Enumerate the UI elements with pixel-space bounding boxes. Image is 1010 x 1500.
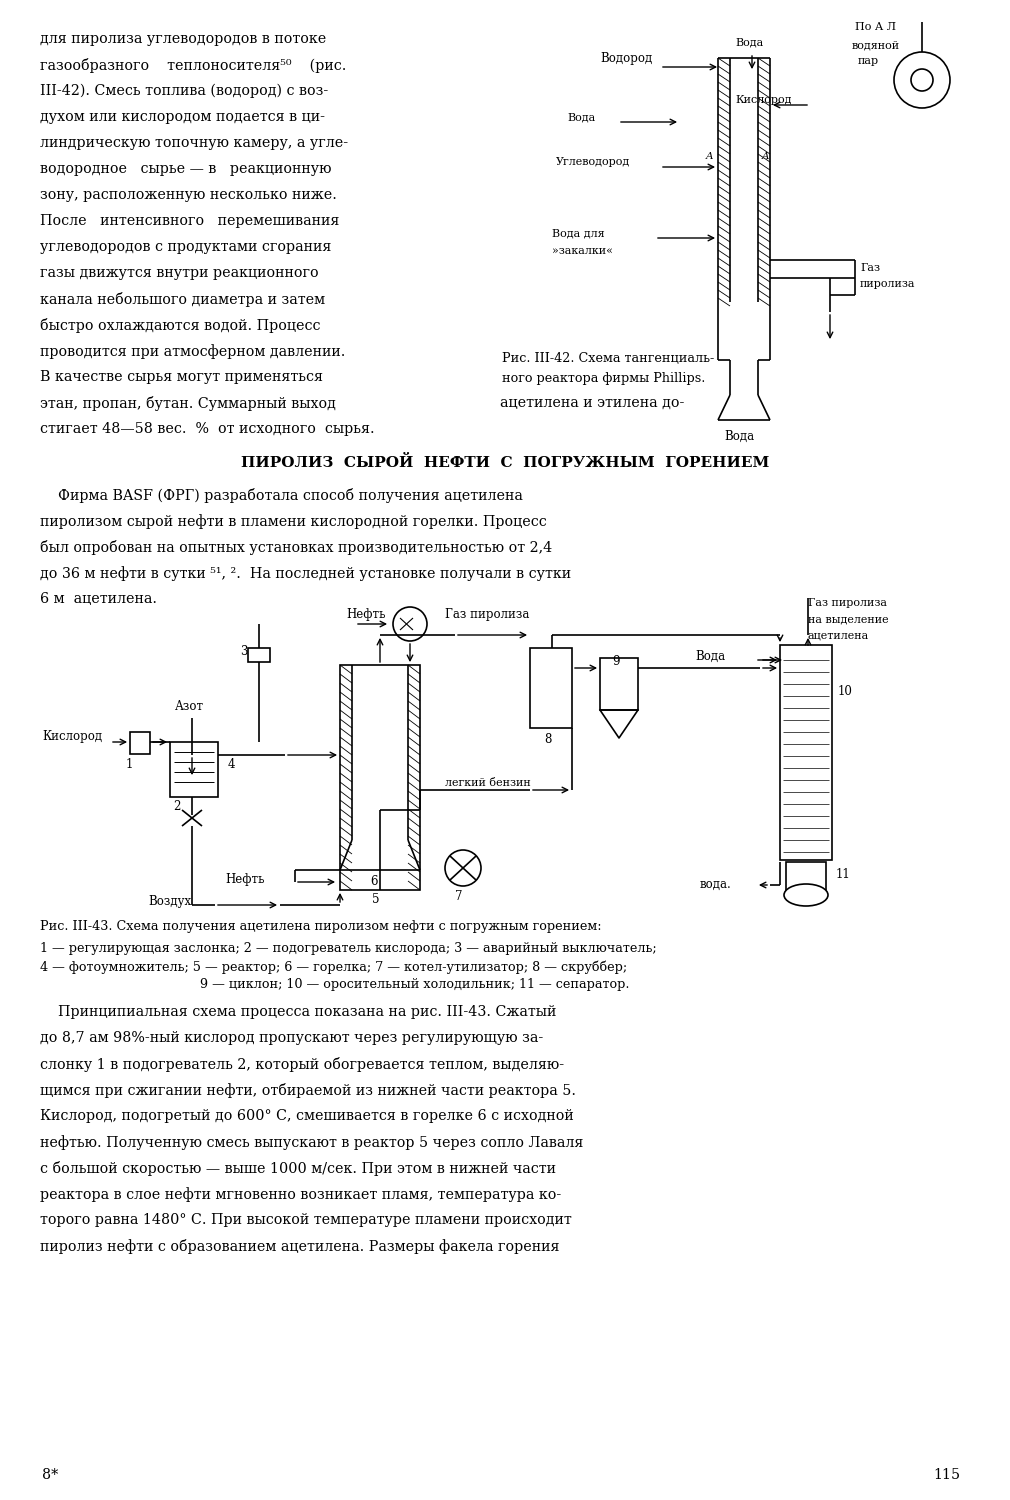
- Bar: [248, 648, 270, 662]
- Text: с большой скоростью — выше 1000 м/сек. При этом в нижней части: с большой скоростью — выше 1000 м/сек. П…: [40, 1161, 556, 1176]
- Text: пар: пар: [858, 56, 879, 66]
- Text: 6: 6: [370, 874, 378, 888]
- Text: Фирма BASF (ФРГ) разработала способ получения ацетилена: Фирма BASF (ФРГ) разработала способ полу…: [40, 488, 523, 502]
- Text: 4 — фотоумножитель; 5 — реактор; 6 — горелка; 7 — котел-утилизатор; 8 — скруббер: 4 — фотоумножитель; 5 — реактор; 6 — гор…: [40, 960, 627, 974]
- Text: этан, пропан, бутан. Суммарный выход: этан, пропан, бутан. Суммарный выход: [40, 396, 336, 411]
- Text: 115: 115: [933, 1468, 959, 1482]
- Text: A: A: [762, 152, 770, 160]
- Text: для пиролиза углеводородов в потоке: для пиролиза углеводородов в потоке: [40, 32, 326, 46]
- Bar: [600, 658, 638, 710]
- Text: 5: 5: [372, 892, 380, 906]
- Text: В качестве сырья могут применяться: В качестве сырья могут применяться: [40, 370, 323, 384]
- Text: 2: 2: [173, 800, 181, 813]
- Text: ацетилена и этилена до-: ацетилена и этилена до-: [500, 396, 685, 410]
- Text: проводится при атмосферном давлении.: проводится при атмосферном давлении.: [40, 344, 345, 358]
- Text: ного реактора фирмы Phillips.: ного реактора фирмы Phillips.: [502, 372, 705, 386]
- Text: был опробован на опытных установках производительностью от 2,4: был опробован на опытных установках прои…: [40, 540, 552, 555]
- Bar: [170, 742, 218, 796]
- Bar: [130, 732, 150, 754]
- Text: углеводородов с продуктами сгорания: углеводородов с продуктами сгорания: [40, 240, 331, 254]
- Text: водородное   сырье — в   реакционную: водородное сырье — в реакционную: [40, 162, 331, 176]
- Text: Газ: Газ: [860, 262, 880, 273]
- Text: A: A: [706, 152, 713, 160]
- Text: Углеводород: Углеводород: [556, 158, 630, 166]
- Text: водяной: водяной: [852, 40, 900, 50]
- Text: 9 — циклон; 10 — оросительный холодильник; 11 — сепаратор.: 9 — циклон; 10 — оросительный холодильни…: [200, 978, 629, 992]
- Text: Вода: Вода: [724, 430, 754, 442]
- Text: пиролизом сырой нефти в пламени кислородной горелки. Процесс: пиролизом сырой нефти в пламени кислород…: [40, 514, 546, 529]
- Text: Рис. III-43. Схема получения ацетилена пиролизом нефти с погружным горением:: Рис. III-43. Схема получения ацетилена п…: [40, 920, 602, 933]
- Text: Принципиальная схема процесса показана на рис. III-43. Сжатый: Принципиальная схема процесса показана н…: [40, 1005, 557, 1019]
- Text: Вода: Вода: [567, 112, 595, 122]
- Text: После   интенсивного   перемешивания: После интенсивного перемешивания: [40, 214, 339, 228]
- Text: ПИРОЛИЗ  СЫРОЙ  НЕФТИ  С  ПОГРУЖНЫМ  ГОРЕНИЕМ: ПИРОЛИЗ СЫРОЙ НЕФТИ С ПОГРУЖНЫМ ГОРЕНИЕМ: [240, 454, 770, 470]
- Text: »закалки«: »закалки«: [552, 246, 613, 256]
- Text: Газ пиролиза: Газ пиролиза: [808, 598, 887, 608]
- Circle shape: [393, 608, 427, 640]
- Text: 10: 10: [838, 686, 852, 698]
- Text: III-42). Смесь топлива (водород) с воз-: III-42). Смесь топлива (водород) с воз-: [40, 84, 328, 99]
- Text: газы движутся внутри реакционного: газы движутся внутри реакционного: [40, 266, 318, 280]
- Text: газообразного    теплоносителя⁵⁰    (рис.: газообразного теплоносителя⁵⁰ (рис.: [40, 58, 346, 74]
- Bar: [340, 664, 420, 890]
- Text: до 36 м нефти в сутки ⁵¹, ².  На последней установке получали в сутки: до 36 м нефти в сутки ⁵¹, ². На последне…: [40, 566, 571, 580]
- Text: быстро охлаждаются водой. Процесс: быстро охлаждаются водой. Процесс: [40, 318, 320, 333]
- Text: 8*: 8*: [42, 1468, 59, 1482]
- Text: на выделение: на выделение: [808, 614, 889, 624]
- Bar: [786, 862, 826, 892]
- Text: нефтью. Полученную смесь выпускают в реактор 5 через сопло Лаваля: нефтью. Полученную смесь выпускают в реа…: [40, 1136, 584, 1150]
- Ellipse shape: [784, 884, 828, 906]
- Text: зону, расположенную несколько ниже.: зону, расположенную несколько ниже.: [40, 188, 337, 202]
- Text: реактора в слое нефти мгновенно возникает пламя, температура ко-: реактора в слое нефти мгновенно возникае…: [40, 1186, 562, 1202]
- Text: пиролиза: пиролиза: [860, 279, 915, 290]
- Text: Газ пиролиза: Газ пиролиза: [445, 608, 529, 621]
- Text: Азот: Азот: [175, 700, 204, 712]
- Text: слонку 1 в подогреватель 2, который обогревается теплом, выделяю-: слонку 1 в подогреватель 2, который обог…: [40, 1058, 565, 1072]
- Text: легкий бензин: легкий бензин: [445, 778, 530, 788]
- Text: ацетилена: ацетилена: [808, 630, 870, 640]
- Text: Рис. III-42. Схема тангенциаль-: Рис. III-42. Схема тангенциаль-: [502, 352, 714, 364]
- Text: Нефть: Нефть: [346, 608, 386, 621]
- Text: Кислород: Кислород: [42, 730, 102, 742]
- Circle shape: [911, 69, 933, 92]
- Text: 6 м  ацетилена.: 6 м ацетилена.: [40, 592, 157, 606]
- Circle shape: [894, 53, 950, 108]
- Bar: [780, 645, 832, 860]
- Text: 3: 3: [240, 645, 247, 658]
- Bar: [530, 648, 572, 728]
- Text: Кислород, подогретый до 600° С, смешивается в горелке 6 с исходной: Кислород, подогретый до 600° С, смешивае…: [40, 1108, 574, 1124]
- Text: линдрическую топочную камеру, а угле-: линдрическую топочную камеру, а угле-: [40, 136, 348, 150]
- Text: пиролиз нефти с образованием ацетилена. Размеры факела горения: пиролиз нефти с образованием ацетилена. …: [40, 1239, 560, 1254]
- Text: 9: 9: [612, 656, 619, 668]
- Text: до 8,7 ам 98%-ный кислород пропускают через регулирующую за-: до 8,7 ам 98%-ный кислород пропускают че…: [40, 1030, 543, 1045]
- Text: 1: 1: [126, 758, 133, 771]
- Text: торого равна 1480° С. При высокой температуре пламени происходит: торого равна 1480° С. При высокой темпер…: [40, 1214, 572, 1227]
- Text: Вода: Вода: [695, 650, 725, 663]
- Text: Кислород: Кислород: [735, 94, 792, 105]
- Text: Нефть: Нефть: [225, 873, 265, 886]
- Text: 4: 4: [228, 758, 235, 771]
- Text: канала небольшого диаметра и затем: канала небольшого диаметра и затем: [40, 292, 325, 308]
- Text: духом или кислородом подается в ци-: духом или кислородом подается в ци-: [40, 110, 325, 125]
- Text: щимся при сжигании нефти, отбираемой из нижней части реактора 5.: щимся при сжигании нефти, отбираемой из …: [40, 1083, 576, 1098]
- Text: Вода для: Вода для: [552, 228, 605, 238]
- Text: 11: 11: [836, 868, 850, 880]
- Circle shape: [445, 850, 481, 886]
- Text: Вода: Вода: [735, 38, 764, 46]
- Text: 8: 8: [544, 734, 551, 746]
- Text: Воздух: Воздух: [148, 896, 191, 908]
- Text: 7: 7: [454, 890, 463, 903]
- Text: Водород: Водород: [600, 53, 652, 64]
- Text: 1 — регулирующая заслонка; 2 — подогреватель кислорода; 3 — аварийный выключател: 1 — регулирующая заслонка; 2 — подогрева…: [40, 942, 656, 956]
- Text: По А Л: По А Л: [855, 22, 896, 32]
- Text: вода.: вода.: [700, 878, 732, 891]
- Text: стигает 48—58 вес.  %  от исходного  сырья.: стигает 48—58 вес. % от исходного сырья.: [40, 422, 375, 436]
